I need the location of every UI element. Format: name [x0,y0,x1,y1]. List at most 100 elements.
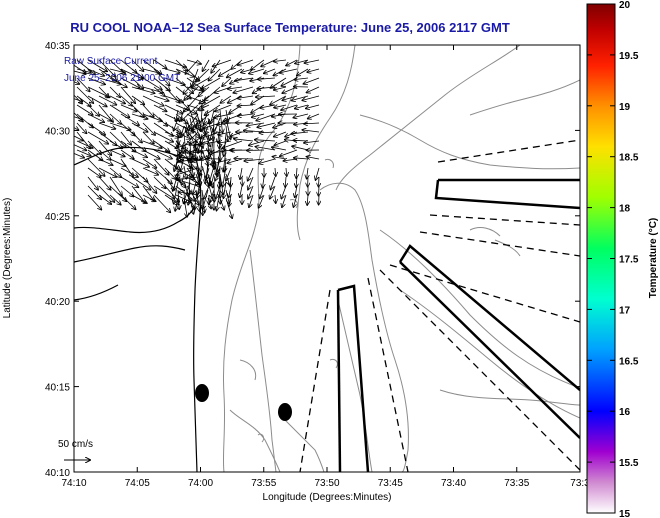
current-vector [219,173,223,194]
current-vector [164,59,186,67]
current-vector [197,181,203,198]
current-vector [186,77,204,90]
current-vector [120,140,136,152]
current-vector [98,104,113,122]
current-vector [213,59,232,66]
current-vector [197,173,203,195]
bathymetry-contours [222,45,580,472]
current-vector [109,185,127,201]
current-vector [153,86,165,96]
current-vector [190,165,192,177]
current-vector [307,86,320,93]
current-vector [270,185,276,199]
current-vector [195,149,196,160]
current-vector [244,159,265,161]
x-tick-label: 73:35 [504,478,529,489]
current-vector [131,194,147,203]
current-vector [257,87,276,89]
current-vector [274,86,287,90]
current-vector [180,157,185,171]
current-vector [183,197,187,217]
current-vector [142,122,155,135]
current-vector [87,113,104,122]
current-vector [109,176,122,195]
current-vector [222,141,227,152]
current-vector [76,149,91,156]
current-vector [211,109,215,124]
current-vector [164,68,180,73]
current-vector [175,197,179,211]
current-vector [195,173,200,184]
current-vector [230,131,243,136]
current-vector [285,131,298,137]
current-vector [164,104,183,114]
current-vector [176,149,178,169]
current-vector [55,105,70,121]
current-vector [220,176,221,185]
current-vector [76,122,87,133]
current-vector [98,185,114,202]
current-vector [179,192,199,196]
current-vector [214,117,221,134]
current-vector [280,149,298,156]
current-vector [295,185,297,197]
current-vector [229,104,243,113]
x-tick-label: 74:05 [125,478,150,489]
current-vector [274,131,287,137]
current-vector [186,86,203,91]
current-vector [192,141,197,158]
current-vector [248,167,254,181]
current-vector [256,96,276,97]
current-vector [259,132,276,133]
current-vector [87,68,104,76]
current-vector [109,131,126,147]
current-vector [178,189,179,209]
current-vector [201,157,202,172]
current-vector [201,125,209,144]
current-vector [189,197,194,214]
current-vector [164,95,183,102]
current-vector [87,140,101,154]
current-vector [76,104,93,115]
current-vector [142,113,162,121]
current-vector [182,173,185,185]
current-vector [272,147,287,151]
current-vector [76,113,93,128]
current-vector [222,140,243,148]
current-vector [98,194,111,204]
current-vector [98,113,111,121]
current-vector [307,194,308,205]
current-vector [238,59,254,65]
current-vector [219,68,232,76]
colorbar-tick-label: 16 [619,407,631,418]
current-vector [153,194,170,212]
current-vector [153,113,167,126]
current-vector [188,125,190,136]
current-vector [219,109,223,133]
current-vector [195,197,197,210]
current-vector [74,123,79,130]
current-vector [131,140,146,151]
current-vector [175,68,194,77]
current-vector [153,149,172,159]
current-vector [306,104,320,109]
current-vector [98,122,115,129]
current-vector [109,167,121,177]
current-vector [153,77,170,91]
current-vector [87,122,105,135]
current-vector [142,131,154,144]
current-vector [87,77,105,84]
current-vector [153,158,169,175]
x-axis: 74:10 74:05 74:00 73:55 73:50 73:45 73:40 73:35… [61,45,590,489]
current-vector [190,117,193,131]
current-vector [201,95,221,107]
current-vector [176,109,178,121]
colorbar-tick-label: 17 [619,305,631,316]
current-vector [302,95,320,100]
current-vector [280,68,298,73]
current-vector [74,78,79,84]
current-vector [275,194,276,203]
current-vector [142,104,154,117]
y-tick-label: 40:35 [45,41,70,52]
current-vector [304,141,320,143]
